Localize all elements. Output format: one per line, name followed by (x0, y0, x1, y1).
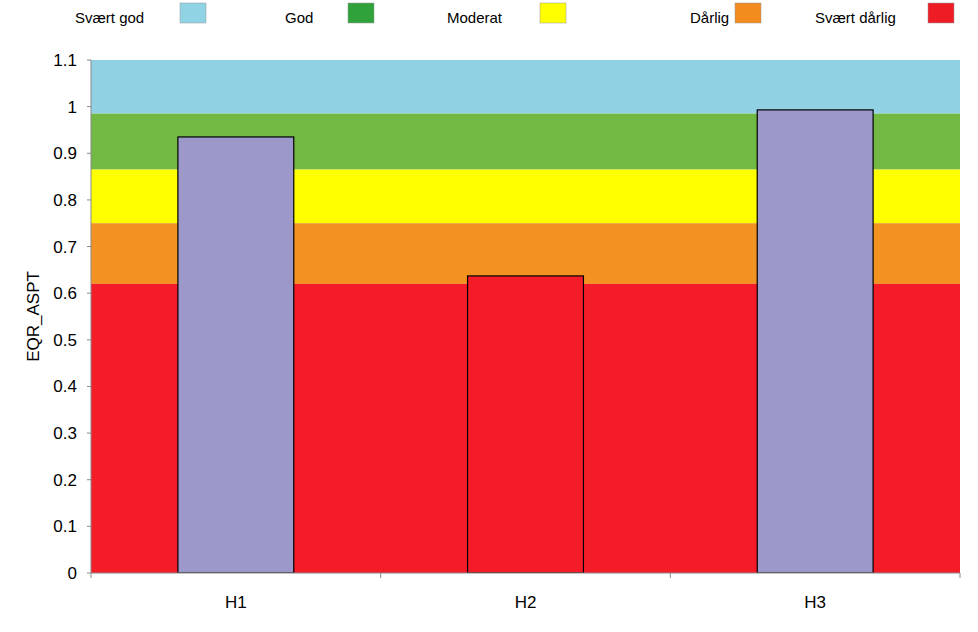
plot-area (91, 60, 960, 573)
y-tick (87, 433, 91, 434)
x-tick (380, 573, 381, 578)
bar (757, 110, 873, 573)
y-tick (87, 293, 91, 294)
legend-label: God (285, 9, 313, 26)
y-tick (87, 246, 91, 247)
y-tick-label: 0.4 (53, 377, 77, 396)
x-tick-label: H1 (225, 593, 247, 612)
chart: 0 0.1 0.2 0.3 0.4 0.5 0.6 0.7 0.8 0.9 1 1.1 EQR_ASPT… (0, 0, 978, 632)
y-tick (87, 526, 91, 527)
x-tick (670, 573, 671, 578)
x-tick-label: H3 (804, 593, 826, 612)
y-tick (87, 479, 91, 480)
y-tick (87, 386, 91, 387)
legend-label: Dårlig (690, 9, 729, 26)
y-axis-label: EQR_ASPT (24, 271, 43, 362)
y-tick-label: 1 (68, 98, 77, 117)
y-tick (87, 199, 91, 200)
y-tick-label: 0.5 (53, 331, 77, 350)
class-band (91, 60, 960, 114)
y-tick-label: 0 (68, 564, 77, 583)
y-tick (87, 153, 91, 154)
bar (468, 276, 584, 573)
x-tick-label: H2 (515, 593, 537, 612)
y-axis (91, 60, 92, 573)
legend-swatch (348, 3, 374, 23)
y-tick-label: 0.6 (53, 284, 77, 303)
legend-swatch (928, 3, 954, 23)
legend-label: Moderat (447, 9, 503, 26)
bar (178, 137, 294, 573)
x-tick (91, 573, 92, 578)
legend-swatch (540, 3, 566, 23)
legend-swatch (735, 3, 761, 23)
y-tick-label: 0.8 (53, 191, 77, 210)
y-tick (87, 339, 91, 340)
y-tick-label: 0.9 (53, 144, 77, 163)
y-tick-label: 0.3 (53, 424, 77, 443)
legend-swatch (180, 3, 206, 23)
y-tick-label: 0.1 (53, 517, 77, 536)
y-tick (87, 60, 91, 61)
legend-label: Svært god (75, 9, 144, 26)
x-tick (960, 573, 961, 578)
y-tick (87, 106, 91, 107)
x-axis (91, 573, 960, 574)
legend-label: Svært dårlig (815, 9, 896, 26)
y-tick-label: 1.1 (53, 51, 77, 70)
y-tick-label: 0.2 (53, 471, 77, 490)
y-tick-label: 0.7 (53, 238, 77, 257)
y-tick (87, 573, 91, 574)
